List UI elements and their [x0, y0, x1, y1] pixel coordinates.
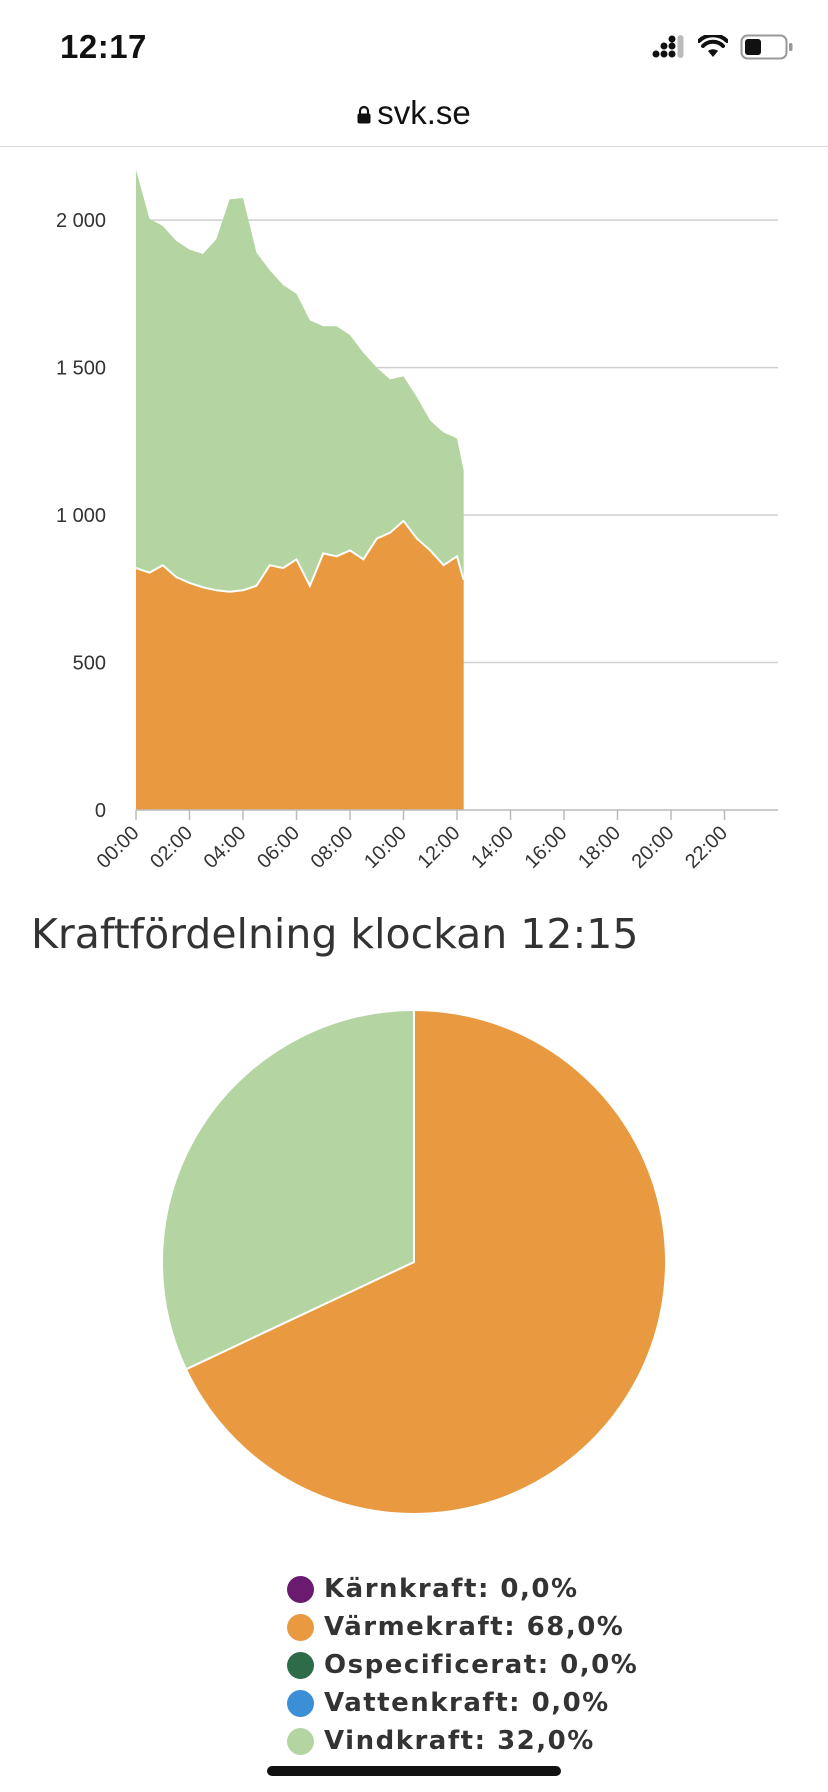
status-time: 12:17: [60, 28, 147, 65]
legend-dot: [287, 1575, 314, 1603]
x-tick-label: 20:00: [628, 822, 679, 873]
status-icons: [652, 34, 794, 60]
legend-dot: [287, 1613, 314, 1641]
legend-label: Värmekraft: [324, 1612, 505, 1642]
status-bar: 12:17: [0, 0, 828, 88]
url-display[interactable]: svk.se: [0, 94, 828, 132]
legend-dot: [287, 1727, 314, 1755]
cellular-signal-icon: [652, 35, 684, 58]
legend-value: 68,0%: [526, 1612, 625, 1642]
legend-item-varmekraft[interactable]: Värmekraft: 68,0%: [287, 1608, 638, 1646]
y-tick-label: 2 000: [56, 210, 106, 232]
pie-chart-title: Kraftfördelning klockan 12:15: [31, 910, 639, 958]
legend-label: Vattenkraft: [324, 1688, 510, 1718]
legend-dot: [287, 1651, 314, 1679]
y-tick-label: 1 500: [56, 358, 106, 380]
y-tick-label: 500: [73, 653, 106, 675]
x-tick-label: 06:00: [253, 822, 304, 873]
legend-item-ospecificerat[interactable]: Ospecificerat: 0,0%: [287, 1646, 638, 1684]
x-tick-label: 00:00: [93, 822, 144, 873]
home-indicator[interactable]: [267, 1766, 561, 1776]
x-tick-label: 12:00: [414, 822, 465, 873]
url-text: svk.se: [377, 94, 471, 131]
legend-item-vindkraft[interactable]: Vindkraft: 32,0%: [287, 1722, 638, 1760]
production-area-chart: 0 500 1 000 1 500 2 000 00:00 02:00 04:00 06:00 0…: [56, 169, 778, 873]
x-tick-label: 22:00: [681, 822, 732, 873]
legend-value: 0,0%: [560, 1650, 639, 1680]
legend-label: Ospecificerat: [324, 1650, 538, 1680]
series-area-vindkraft: [136, 169, 464, 592]
x-tick-label: 04:00: [200, 822, 251, 873]
x-tick-label: 14:00: [467, 822, 518, 873]
pie-slice-vrmekraft[interactable]: [184, 1008, 667, 1515]
y-tick-label: 0: [95, 800, 106, 822]
x-tick-label: 08:00: [307, 822, 358, 873]
x-tick-label: 16:00: [521, 822, 572, 873]
legend-label: Vindkraft: [324, 1726, 475, 1756]
wifi-icon: [698, 35, 728, 57]
power-distribution-pie-chart: [161, 1008, 667, 1515]
legend-value: 0,0%: [500, 1574, 579, 1604]
x-tick-label: 18:00: [574, 822, 625, 873]
pie-slice-vindkraft[interactable]: [161, 1008, 415, 1371]
legend-value: 0,0%: [531, 1688, 610, 1718]
legend-dot: [287, 1689, 314, 1717]
legend-label: Kärnkraft: [324, 1574, 478, 1604]
pie-legend: Kärnkraft: 0,0% Värmekraft: 68,0% Ospeci…: [287, 1570, 638, 1760]
series-area-varmekraft: [136, 520, 464, 810]
legend-item-vattenkraft[interactable]: Vattenkraft: 0,0%: [287, 1684, 638, 1722]
y-tick-label: 1 000: [56, 505, 106, 527]
series-boundary-line: [135, 519, 465, 593]
legend-item-karnkraft[interactable]: Kärnkraft: 0,0%: [287, 1570, 638, 1608]
x-tick-label: 10:00: [360, 822, 411, 873]
url-bar[interactable]: svk.se: [0, 88, 828, 147]
lock-icon: [357, 106, 371, 124]
battery-icon: [740, 34, 793, 60]
x-tick-label: 02:00: [146, 822, 197, 873]
legend-value: 32,0%: [497, 1726, 595, 1756]
